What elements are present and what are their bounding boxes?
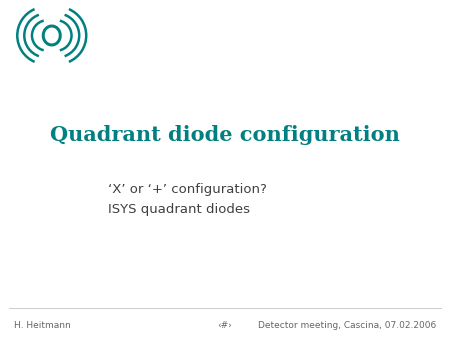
Text: ‘X’ or ‘+’ configuration?: ‘X’ or ‘+’ configuration? (108, 183, 267, 196)
Text: Quadrant diode configuration: Quadrant diode configuration (50, 125, 400, 145)
Text: ISYS quadrant diodes: ISYS quadrant diodes (108, 203, 250, 216)
Text: H. Heitmann: H. Heitmann (14, 320, 70, 330)
Text: Detector meeting, Cascina, 07.02.2006: Detector meeting, Cascina, 07.02.2006 (258, 320, 436, 330)
Text: ‹#›: ‹#› (218, 320, 232, 330)
